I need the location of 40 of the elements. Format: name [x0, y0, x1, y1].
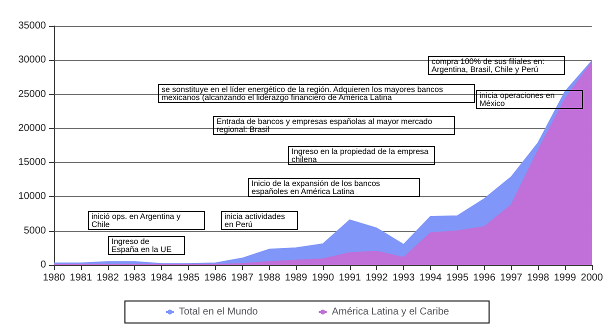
x-tick-label: 1988 — [258, 272, 281, 284]
x-tick-label: 1993 — [392, 272, 416, 284]
x-tick-label: 1980 — [42, 272, 66, 284]
annotation: Entrada de bancos y empresas españolas al mayor mercado regional: Brasil — [216, 117, 434, 134]
x-tick-label: 1995 — [446, 272, 469, 284]
annotation: inicia actividades en Perú — [224, 212, 288, 229]
annotation: inicia operaciones en México — [480, 91, 557, 108]
y-tick-label: 15000 — [18, 157, 46, 168]
y-tick-label: 25000 — [18, 88, 46, 100]
annotation: Inicio de la expansión de los bancos españoles en América Latina — [252, 179, 382, 196]
x-tick-label: 1983 — [124, 272, 146, 284]
annotation: compra 100% de sus filiales en: Argentina, Brasil, Chile y Perú — [432, 57, 547, 74]
x-tick-label: 1992 — [366, 272, 388, 284]
x-tick-label: 2000 — [580, 272, 604, 284]
x-tick-label: 1991 — [338, 272, 362, 284]
annotation: se sonstituye en el líder energético de la región. Adquieren los mayores bancos mexicanos (alcanzando el liderazgo financiero de América Latina — [162, 85, 446, 102]
x-tick-label: 1989 — [284, 272, 308, 284]
x-tick-label: 1994 — [419, 272, 442, 284]
annotation: Ingreso en la propiedad de la empresa chilena — [292, 147, 431, 164]
y-tick-label: 30000 — [18, 54, 46, 66]
annotation: inició ops. en Argentina y Chile — [92, 212, 183, 229]
y-tick-label: 10000 — [18, 191, 46, 202]
y-tick-label: 35000 — [18, 20, 46, 32]
annotation: Ingreso de España en la UE — [112, 237, 172, 254]
y-tick-label: 20000 — [18, 122, 46, 134]
y-tick-label: 0 — [40, 260, 46, 270]
x-tick-label: 1984 — [150, 272, 174, 284]
x-tick-label: 1986 — [204, 272, 227, 284]
x-tick-label: 1998 — [526, 272, 550, 284]
x-tick-label: 1999 — [554, 272, 577, 284]
x-tick-label: 1997 — [500, 272, 523, 284]
x-tick-label: 1982 — [96, 272, 120, 284]
legend-label: América Latina y el Caribe — [332, 306, 450, 318]
x-tick-label: 1985 — [177, 272, 200, 284]
x-tick-label: 1987 — [231, 272, 254, 284]
x-tick-label: 1990 — [312, 272, 334, 284]
legend-label: Total en el Mundo — [178, 306, 258, 318]
y-tick-label: 5000 — [24, 225, 46, 236]
x-tick-label: 1981 — [70, 272, 92, 284]
x-tick-label: 1996 — [473, 272, 496, 284]
